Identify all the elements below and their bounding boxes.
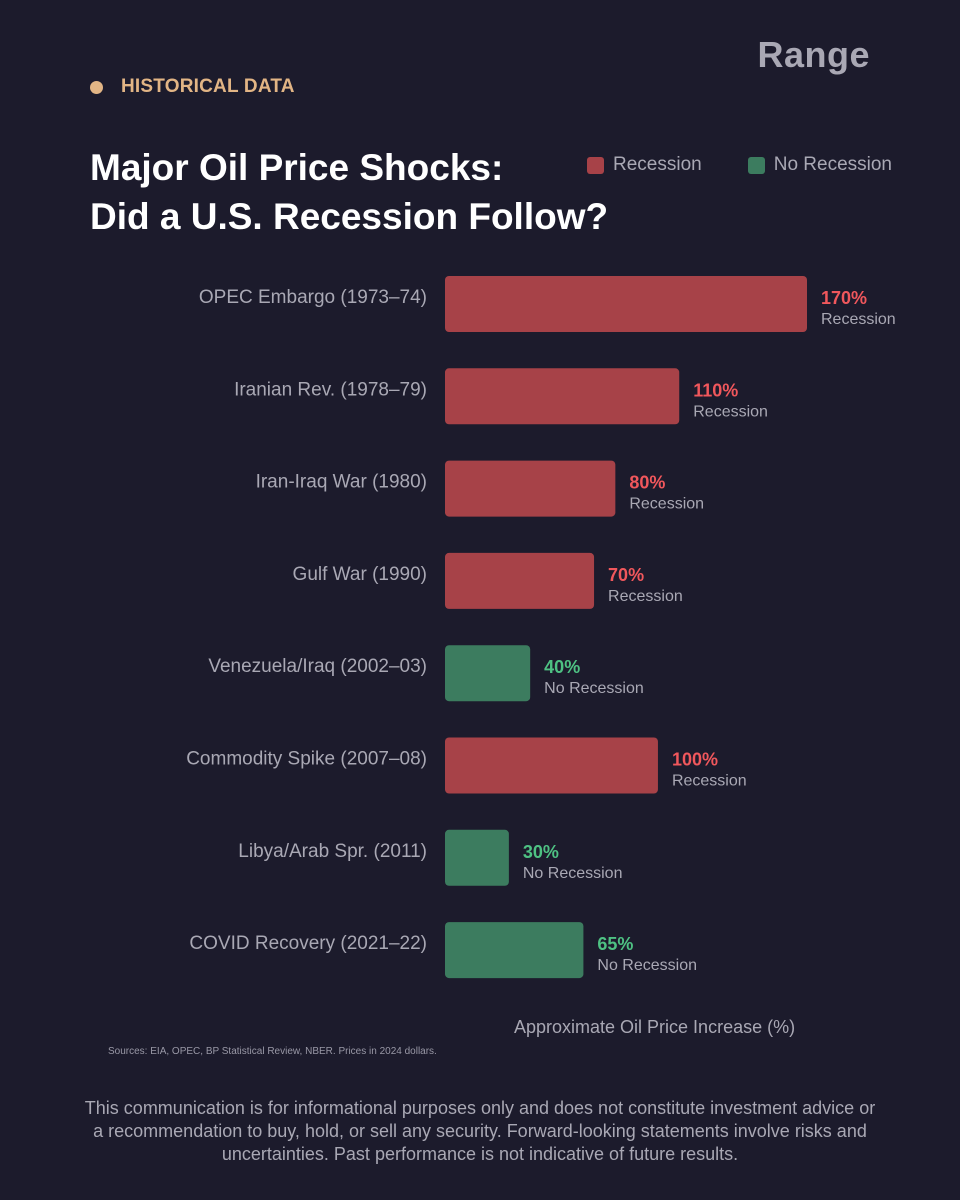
bar-recession (445, 276, 807, 332)
chart-title-line-2: Did a U.S. Recession Follow? (90, 196, 609, 237)
eyebrow-dot-icon (90, 80, 103, 94)
bar-no-recession (445, 922, 584, 979)
data-label-value: 40% (544, 657, 580, 677)
data-label-outcome: Recession (693, 403, 768, 420)
data-label-outcome: No Recession (597, 957, 697, 974)
chart-legend: Recession No Recession (587, 154, 892, 176)
data-label-value: 30% (523, 842, 559, 862)
legend-swatch-recession (587, 156, 604, 174)
bar-no-recession (445, 645, 531, 702)
category-label: Iran-Iraq War (1980) (256, 472, 427, 493)
legend-label-recession: Recession (613, 154, 702, 175)
legend-label-no-recession: No Recession (773, 154, 892, 175)
data-label-value: 170% (821, 288, 867, 308)
legend-item-recession: Recession (587, 154, 702, 176)
bar-recession (445, 460, 616, 517)
category-label: OPEC Embargo (1973–74) (199, 287, 427, 308)
data-label-outcome: Recession (672, 773, 747, 790)
data-label-value: 70% (608, 565, 644, 585)
category-label: Commodity Spike (2007–08) (186, 749, 427, 770)
data-label-outcome: Recession (608, 588, 683, 605)
disclaimer-text: This communication is for informational … (84, 1098, 876, 1164)
section-eyebrow: HISTORICAL DATA (90, 76, 295, 98)
category-label: Iranian Rev. (1978–79) (234, 379, 427, 400)
category-label: Libya/Arab Spr. (2011) (238, 841, 427, 862)
sources-note: Sources: EIA, OPEC, BP Statistical Revie… (108, 1046, 437, 1057)
data-label-outcome: Recession (629, 496, 704, 513)
data-label-value: 110% (693, 380, 738, 400)
category-label: Gulf War (1990) (293, 564, 427, 585)
category-label: Venezuela/Iraq (2002–03) (208, 656, 427, 677)
category-label: COVID Recovery (2021–22) (189, 933, 427, 954)
bar-recession (445, 552, 595, 609)
data-label-outcome: Recession (821, 311, 896, 328)
data-label-outcome: No Recession (523, 865, 623, 882)
data-label-value: 100% (672, 750, 718, 770)
x-axis-label: Approximate Oil Price Increase (%) (514, 1017, 796, 1037)
bar-no-recession (445, 829, 509, 886)
chart-title: Major Oil Price Shocks: Did a U.S. Reces… (90, 143, 608, 241)
bar-recession (445, 737, 658, 794)
bar-recession (445, 368, 680, 425)
data-label-value: 65% (597, 934, 633, 954)
eyebrow-label: HISTORICAL DATA (121, 76, 295, 97)
legend-swatch-no-recession (747, 156, 765, 174)
chart-title-line-1: Major Oil Price Shocks: (90, 147, 504, 188)
brand-logo: Range (757, 34, 870, 75)
data-label-value: 80% (629, 473, 665, 493)
legend-item-no-recession: No Recession (747, 154, 892, 176)
data-label-outcome: No Recession (544, 680, 644, 697)
